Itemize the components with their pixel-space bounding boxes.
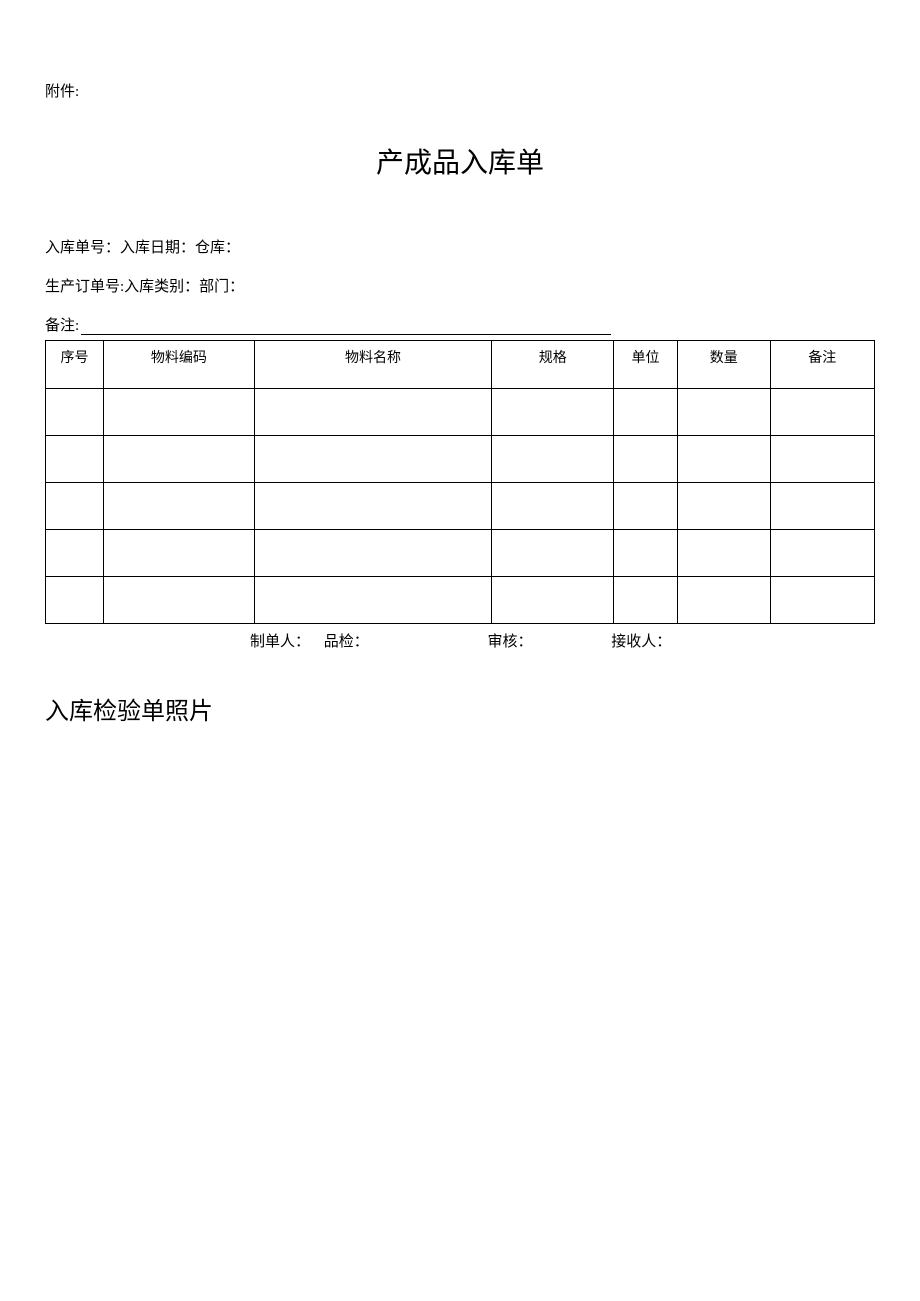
table-cell <box>677 577 770 624</box>
table-row <box>46 436 875 483</box>
table-cell <box>103 483 254 530</box>
table-row <box>46 577 875 624</box>
table-cell <box>254 577 492 624</box>
table-cell <box>677 483 770 530</box>
table-header-row: 序号 物料编码 物料名称 规格 单位 数量 备注 <box>46 341 875 389</box>
col-header-qty: 数量 <box>677 341 770 389</box>
col-header-name: 物料名称 <box>254 341 492 389</box>
table-cell <box>492 530 614 577</box>
table-cell <box>677 389 770 436</box>
section-title: 入库检验单照片 <box>45 691 875 726</box>
table-cell <box>254 389 492 436</box>
table-cell <box>770 389 874 436</box>
table-cell <box>492 577 614 624</box>
table-cell <box>103 577 254 624</box>
table-cell <box>103 389 254 436</box>
table-cell <box>46 389 104 436</box>
table-cell <box>677 436 770 483</box>
attachment-label: 附件: <box>45 80 875 101</box>
table-cell <box>614 577 678 624</box>
col-header-seq: 序号 <box>46 341 104 389</box>
signature-qc: 品检： <box>324 630 484 651</box>
signature-reviewer: 审核： <box>488 630 608 651</box>
table-cell <box>103 530 254 577</box>
table-cell <box>614 483 678 530</box>
table-body <box>46 389 875 624</box>
table-cell <box>770 530 874 577</box>
table-cell <box>614 389 678 436</box>
note-row: 备注: <box>45 314 875 335</box>
note-underline <box>81 334 611 335</box>
table-cell <box>614 436 678 483</box>
table-cell <box>770 483 874 530</box>
col-header-spec: 规格 <box>492 341 614 389</box>
table-cell <box>46 530 104 577</box>
table-cell <box>677 530 770 577</box>
table-cell <box>492 389 614 436</box>
table-cell <box>254 436 492 483</box>
signatures-row: 制单人： 品检： 审核： 接收人： <box>45 630 875 651</box>
table-cell <box>614 530 678 577</box>
data-table: 序号 物料编码 物料名称 规格 单位 数量 备注 <box>45 340 875 624</box>
table-cell <box>770 577 874 624</box>
table-cell <box>103 436 254 483</box>
signature-preparer: 制单人： <box>250 630 320 651</box>
col-header-unit: 单位 <box>614 341 678 389</box>
table-cell <box>770 436 874 483</box>
table-cell <box>492 436 614 483</box>
table-row <box>46 530 875 577</box>
table-row <box>46 483 875 530</box>
table-cell <box>46 577 104 624</box>
table-cell <box>492 483 614 530</box>
signature-receiver: 接收人： <box>611 630 671 651</box>
field-row-2: 生产订单号:入库类别：部门： <box>45 275 875 296</box>
table-cell <box>254 483 492 530</box>
table-cell <box>46 483 104 530</box>
note-label: 备注: <box>45 314 79 335</box>
col-header-remark: 备注 <box>770 341 874 389</box>
col-header-code: 物料编码 <box>103 341 254 389</box>
table-cell <box>46 436 104 483</box>
table-row <box>46 389 875 436</box>
table-cell <box>254 530 492 577</box>
main-title: 产成品入库单 <box>45 141 875 181</box>
field-row-1: 入库单号：入库日期：仓库： <box>45 236 875 257</box>
